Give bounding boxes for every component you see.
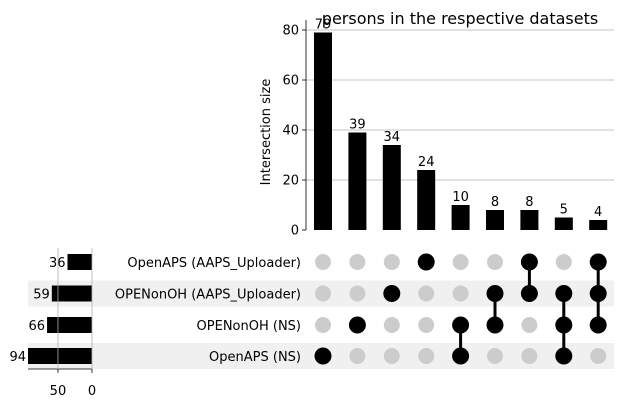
y-tick-label: 40 bbox=[282, 124, 299, 139]
membership-matrix: OpenAPS (AAPS_Uploader) OPENonOH (AAPS_Up… bbox=[115, 253, 607, 365]
intersection-bar bbox=[451, 205, 470, 230]
intersection-bar bbox=[554, 217, 573, 230]
matrix-dot-active bbox=[383, 285, 401, 302]
matrix-dot-inactive bbox=[383, 317, 400, 333]
matrix-dot-inactive bbox=[521, 348, 538, 364]
set-size-value-label: 94 bbox=[9, 350, 26, 365]
matrix-dot-active bbox=[452, 316, 470, 334]
bar-value-label: 39 bbox=[349, 118, 366, 133]
bar-value-label: 10 bbox=[452, 190, 469, 205]
matrix-dot-active bbox=[555, 316, 573, 334]
bar-value-label: 34 bbox=[384, 130, 401, 145]
chart-title: persons in the respective datasets bbox=[322, 9, 598, 28]
matrix-dot-inactive bbox=[315, 254, 331, 270]
intersection-bar bbox=[589, 220, 608, 230]
matrix-dot-active bbox=[555, 347, 573, 365]
matrix-dot-active bbox=[348, 316, 366, 334]
matrix-dot-inactive bbox=[383, 254, 400, 270]
set-label: OpenAPS (NS) bbox=[209, 350, 301, 365]
y-tick-label: 20 bbox=[282, 174, 299, 189]
matrix-dot-inactive bbox=[383, 348, 400, 364]
matrix-dot-inactive bbox=[555, 254, 572, 270]
matrix-dot-active bbox=[314, 347, 332, 365]
set-label: OPENonOH (NS) bbox=[197, 319, 301, 334]
matrix-dot-inactive bbox=[315, 317, 331, 333]
y-tick-label: 60 bbox=[282, 74, 299, 89]
matrix-dot-inactive bbox=[521, 317, 538, 333]
set-label: OpenAPS (AAPS_Uploader) bbox=[127, 256, 301, 271]
matrix-dot-inactive bbox=[349, 348, 366, 364]
y-axis-label: Intersection size bbox=[259, 79, 274, 186]
matrix-dot-active bbox=[452, 347, 470, 365]
matrix-dot-inactive bbox=[315, 285, 331, 302]
matrix-dot-active bbox=[486, 285, 504, 302]
matrix-dot-inactive bbox=[487, 254, 503, 270]
matrix-dot-inactive bbox=[418, 285, 435, 302]
matrix-dot-inactive bbox=[418, 317, 435, 333]
matrix-dot-active bbox=[589, 285, 607, 302]
intersection-bar bbox=[486, 210, 504, 230]
y-tick-label: 0 bbox=[291, 224, 299, 239]
matrix-dot-inactive bbox=[418, 348, 435, 364]
matrix-dot-active bbox=[555, 285, 573, 302]
matrix-dot-active bbox=[589, 316, 607, 334]
set-size-tick-label: 50 bbox=[50, 384, 67, 399]
bar-value-label: 8 bbox=[525, 195, 533, 210]
bar-value-label: 24 bbox=[418, 155, 435, 170]
matrix-dot-active bbox=[520, 285, 538, 302]
set-size-value-label: 59 bbox=[33, 288, 50, 303]
bar-value-label: 4 bbox=[594, 205, 602, 220]
matrix-dot-inactive bbox=[349, 285, 366, 302]
matrix-dot-active bbox=[486, 316, 504, 334]
set-size-bar bbox=[51, 285, 92, 302]
matrix-dot-inactive bbox=[590, 348, 607, 364]
set-size-bar bbox=[67, 254, 92, 270]
bar-value-label: 79 bbox=[315, 18, 332, 33]
axes: 0 20 40 60 80 bbox=[282, 20, 307, 239]
matrix-dot-active bbox=[520, 253, 538, 271]
y-tick-label: 80 bbox=[282, 24, 299, 39]
intersection-bar bbox=[348, 132, 367, 230]
bar-value-label: 5 bbox=[560, 203, 568, 218]
matrix-dot-inactive bbox=[487, 348, 503, 364]
set-size-bars: 36 59 66 94 50 0 bbox=[9, 248, 96, 399]
intersection-bars: 79 39 34 24 10 8 8 5 4 bbox=[314, 18, 608, 230]
set-size-value-label: 36 bbox=[49, 256, 66, 271]
set-size-tick-label: 0 bbox=[88, 384, 96, 399]
set-size-value-label: 66 bbox=[29, 319, 46, 334]
matrix-dot-inactive bbox=[452, 285, 469, 302]
bar-value-label: 8 bbox=[491, 195, 499, 210]
intersection-bar bbox=[417, 170, 436, 230]
intersection-bar bbox=[520, 210, 539, 230]
matrix-dot-active bbox=[589, 253, 607, 271]
intersection-bar bbox=[382, 145, 401, 230]
intersection-bar bbox=[314, 32, 332, 230]
set-label: OPENonOH (AAPS_Uploader) bbox=[115, 288, 301, 303]
set-size-bar bbox=[28, 348, 92, 364]
matrix-dot-inactive bbox=[349, 254, 366, 270]
matrix-dot-inactive bbox=[452, 254, 469, 270]
set-size-bar bbox=[47, 317, 92, 333]
matrix-dot-active bbox=[417, 253, 435, 271]
